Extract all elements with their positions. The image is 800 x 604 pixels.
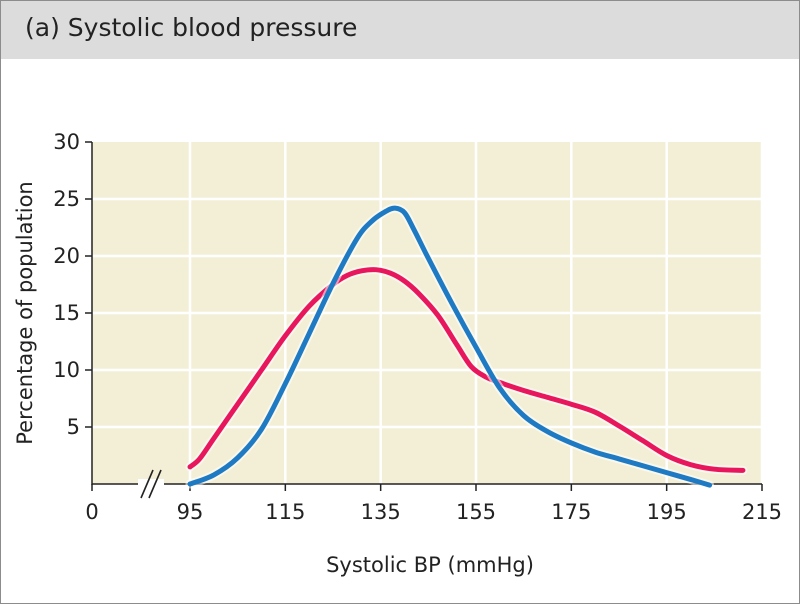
x-axis-title: Systolic BP (mmHg) — [326, 553, 534, 577]
y-axis-title: Percentage of population — [13, 181, 37, 444]
y-tick-label: 25 — [53, 187, 80, 211]
axis-break-gap — [138, 479, 164, 489]
figure-header: (a) Systolic blood pressure — [1, 1, 799, 59]
axis-break-mark — [148, 469, 162, 499]
y-tick-label: 10 — [53, 358, 80, 382]
x-tick-label: 115 — [265, 500, 305, 524]
figure-title: (a) Systolic blood pressure — [25, 13, 358, 42]
x-tick-label: 135 — [361, 500, 401, 524]
x-tick-label: 175 — [551, 500, 591, 524]
x-tick-label: 95 — [177, 500, 204, 524]
x-tick-label: 215 — [742, 500, 782, 524]
y-tick-label: 5 — [67, 415, 80, 439]
y-tick-label: 15 — [53, 301, 80, 325]
axis-break-mark — [140, 469, 154, 499]
series-line-blue — [187, 205, 713, 488]
y-tick-label: 20 — [53, 244, 80, 268]
series-line-red — [187, 267, 746, 473]
x-tick-label: 0 — [85, 500, 98, 524]
x-tick-label: 195 — [647, 500, 687, 524]
x-tick-label: 155 — [456, 500, 496, 524]
y-tick-label: 30 — [53, 130, 80, 154]
